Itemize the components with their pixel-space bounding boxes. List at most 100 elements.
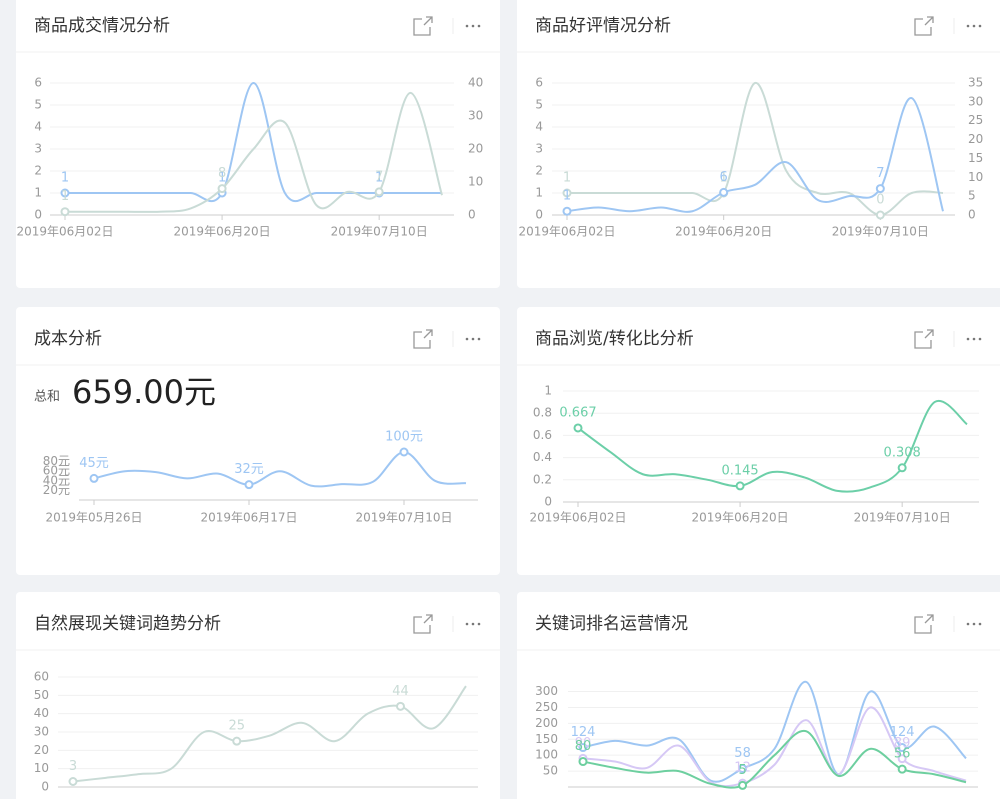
export-icon[interactable] xyxy=(914,329,934,349)
y-tick-label: 0 xyxy=(535,208,543,222)
data-label: 0 xyxy=(876,193,884,208)
y-tick-label: 6 xyxy=(535,76,543,90)
export-icon[interactable] xyxy=(914,614,934,634)
y-tick-label: 100 xyxy=(535,748,558,762)
more-dot[interactable] xyxy=(471,622,475,626)
card-title: 成本分析 xyxy=(34,329,102,349)
point xyxy=(374,187,384,197)
data-label: 0.308 xyxy=(884,445,921,460)
series-line xyxy=(566,97,944,213)
y-tick-label: 3 xyxy=(535,142,543,156)
y-tick-label: 20元 xyxy=(43,483,70,497)
card xyxy=(517,307,1000,575)
data-label: 1 xyxy=(61,189,69,204)
y-tick-label: 30 xyxy=(34,725,49,739)
y-tick-label: 6 xyxy=(34,76,42,90)
point xyxy=(875,210,885,220)
y-tick-label: 1 xyxy=(34,186,42,200)
more-dot[interactable] xyxy=(978,24,982,28)
data-label: 80 xyxy=(575,739,592,754)
more-dot[interactable] xyxy=(972,622,976,626)
data-label: 12 xyxy=(734,761,751,776)
export-icon[interactable] xyxy=(413,329,433,349)
y-tick-label: 4 xyxy=(34,120,42,134)
y-tick-label: 20 xyxy=(468,142,483,156)
x-tick-label: 2019年06月20日 xyxy=(174,225,271,239)
data-label: 32元 xyxy=(234,462,264,477)
more-dot[interactable] xyxy=(972,24,976,28)
data-label: 6 xyxy=(720,170,728,185)
x-tick-label: 2019年05月26日 xyxy=(45,511,142,525)
y-tick-label: 300 xyxy=(535,684,558,698)
y-tick-label: 150 xyxy=(535,732,558,746)
summary-value: 659.00元 xyxy=(72,373,216,411)
y-tick-label: 50 xyxy=(34,688,49,702)
x-tick-label: 2019年07月10日 xyxy=(854,511,951,525)
y-tick-label: 0.4 xyxy=(533,450,552,464)
export-icon[interactable] xyxy=(413,16,433,36)
data-label: 124 xyxy=(571,725,596,740)
x-tick-label: 2019年07月10日 xyxy=(832,225,929,239)
y-tick-label: 2 xyxy=(535,164,543,178)
y-tick-label: 1 xyxy=(544,384,552,398)
more-dot[interactable] xyxy=(972,337,976,341)
data-label: 7 xyxy=(876,166,884,181)
data-label: 1 xyxy=(61,171,69,186)
y-tick-label: 25 xyxy=(968,113,983,127)
export-icon[interactable] xyxy=(413,614,433,634)
x-tick-label: 2019年06月20日 xyxy=(692,511,789,525)
x-tick-label: 2019年06月17日 xyxy=(200,511,297,525)
more-dot[interactable] xyxy=(471,337,475,341)
y-tick-label: 35 xyxy=(968,76,983,90)
y-tick-label: 80元 xyxy=(43,454,70,468)
y-tick-label: 60元 xyxy=(43,464,70,478)
y-tick-label: 0.8 xyxy=(533,406,552,420)
y-tick-label: 4 xyxy=(535,120,543,134)
card-title: 商品好评情况分析 xyxy=(535,16,671,36)
point xyxy=(897,463,907,473)
more-dot[interactable] xyxy=(465,24,469,28)
y-tick-label: 0 xyxy=(544,495,552,509)
y-tick-label: 5 xyxy=(968,189,976,203)
y-tick-label: 5 xyxy=(34,98,42,112)
more-dot[interactable] xyxy=(966,337,970,341)
export-icon[interactable] xyxy=(914,16,934,36)
x-tick-label: 2019年06月20日 xyxy=(675,225,772,239)
point xyxy=(68,777,78,786)
y-tick-label: 20 xyxy=(968,132,983,146)
y-tick-label: 250 xyxy=(535,700,558,714)
y-tick-label: 200 xyxy=(535,716,558,730)
more-dot[interactable] xyxy=(477,24,481,28)
more-dot[interactable] xyxy=(966,622,970,626)
point xyxy=(60,188,70,198)
card xyxy=(16,307,500,575)
card xyxy=(517,592,1000,799)
x-tick-label: 2019年06月02日 xyxy=(518,225,615,239)
point xyxy=(396,701,405,711)
more-dot[interactable] xyxy=(978,622,982,626)
point xyxy=(217,184,227,194)
point xyxy=(738,764,748,774)
more-dot[interactable] xyxy=(477,337,481,341)
y-tick-label: 40 xyxy=(468,76,483,90)
x-tick-label: 2019年07月10日 xyxy=(331,225,428,239)
point xyxy=(578,743,588,753)
data-label: 124 xyxy=(890,725,915,740)
data-label: 3 xyxy=(69,759,77,774)
y-tick-label: 2 xyxy=(34,164,42,178)
point xyxy=(562,206,572,216)
y-tick-label: 10 xyxy=(34,761,49,775)
data-label: 58 xyxy=(734,746,751,761)
point xyxy=(232,736,242,746)
more-dot[interactable] xyxy=(465,622,469,626)
point xyxy=(399,447,409,457)
y-tick-label: 0 xyxy=(968,208,976,222)
more-dot[interactable] xyxy=(477,622,481,626)
more-dot[interactable] xyxy=(471,24,475,28)
point xyxy=(735,481,745,491)
more-dot[interactable] xyxy=(966,24,970,28)
more-dot[interactable] xyxy=(978,337,982,341)
more-dot[interactable] xyxy=(465,337,469,341)
